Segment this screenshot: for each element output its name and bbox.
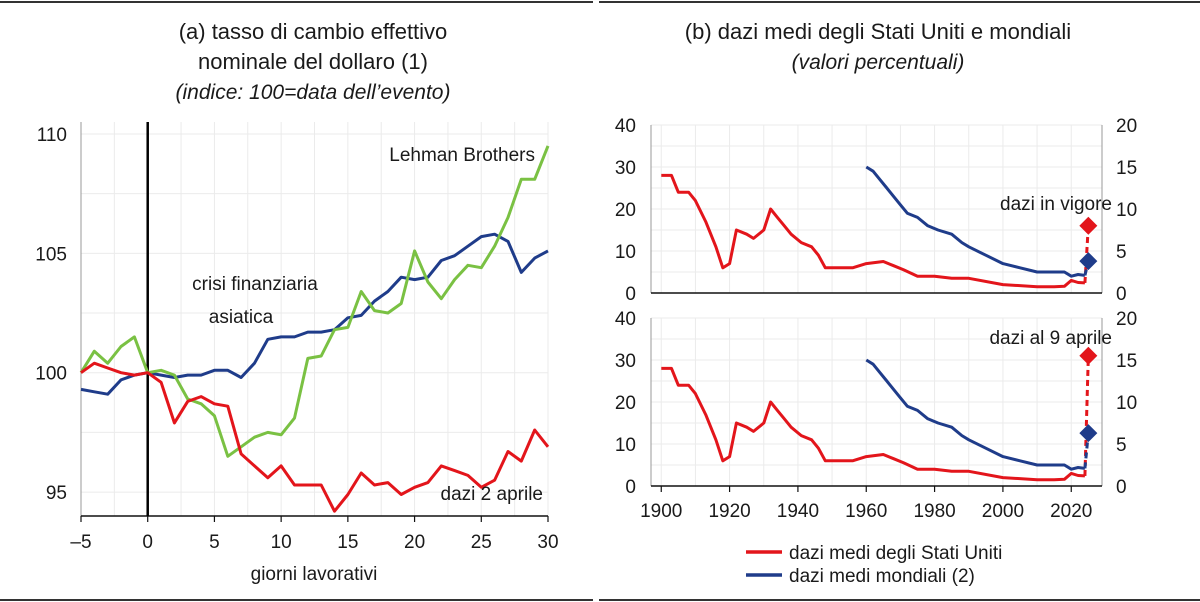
- y-tick-label-left: 30: [615, 158, 636, 179]
- panel-a-title-line2: nominale del dollaro (1): [198, 49, 428, 74]
- series-line-red: [661, 366, 1085, 482]
- annotation-asian-crisis-line1: crisi finanziaria: [192, 274, 318, 295]
- y-tick-label-left: 40: [615, 309, 636, 330]
- marker-diamond-blue: [1079, 252, 1098, 271]
- x-tick-label: 1980: [913, 501, 955, 522]
- panel-b-subtitle: (valori percentuali): [792, 51, 965, 74]
- y-tick-label-left: 10: [615, 242, 636, 263]
- x-tick-label: 10: [271, 532, 292, 553]
- x-tick-label: 2020: [1050, 501, 1092, 522]
- y-tick-label-left: 20: [615, 393, 636, 414]
- x-tick-label: 1940: [777, 501, 819, 522]
- y-tick-label-right: 15: [1116, 351, 1137, 372]
- chart-b-bottom: 0 10 20 30 40 0 5 10 15 20 1900 1920 1940 1960 1980 200…: [615, 309, 1137, 522]
- panel-a-subtitle: (indice: 100=data dell’evento): [176, 81, 451, 104]
- x-tick-label: 0: [142, 532, 153, 553]
- annotation-lehman: Lehman Brothers: [389, 145, 535, 166]
- y-tick-label-left: 0: [625, 477, 636, 498]
- y-tick-label-right: 20: [1116, 116, 1137, 137]
- y-tick-label-right: 0: [1116, 284, 1127, 305]
- panel-a-title-line1: (a) tasso di cambio effettivo: [179, 19, 448, 44]
- y-tick-label-right: 0: [1116, 477, 1127, 498]
- x-tick-label: 2000: [982, 501, 1024, 522]
- y-tick-label-right: 20: [1116, 309, 1137, 330]
- x-tick-label: 1900: [640, 501, 682, 522]
- y-tick-label: 100: [35, 364, 67, 385]
- chart-b-bottom-label: dazi al 9 aprile: [989, 328, 1112, 349]
- y-tick-label-right: 10: [1116, 393, 1137, 414]
- series-line-blue: [80, 232, 549, 396]
- series-line-red: [80, 361, 550, 513]
- y-tick-label: 110: [37, 125, 67, 146]
- annotation-asian-crisis-line2: asiatica: [209, 307, 274, 328]
- y-tick-label-right: 10: [1116, 200, 1137, 221]
- x-tick-label: 1960: [845, 501, 887, 522]
- panel-b-title: (b) dazi medi degli Stati Uniti e mondia…: [685, 19, 1071, 44]
- series-line-green: [79, 145, 550, 458]
- chart-a: –5 0 5 10 15 20 25 30 95 100 105 110: [35, 122, 559, 553]
- y-tick-label-left: 40: [615, 116, 636, 137]
- y-tick-label-left: 10: [615, 435, 636, 456]
- x-tick-label: 5: [209, 532, 220, 553]
- y-tick-label-left: 30: [615, 351, 636, 372]
- x-tick-label: 25: [471, 532, 492, 553]
- x-tick-label: 1920: [708, 501, 750, 522]
- legend: dazi medi degli Stati Uniti dazi medi mo…: [746, 543, 1002, 587]
- marker-connector-blue: [1083, 432, 1090, 469]
- marker-diamond-blue: [1079, 424, 1098, 443]
- x-tick-label: 20: [404, 532, 425, 553]
- x-tick-label: 15: [337, 532, 358, 553]
- chart-b-top: 0 10 20 30 40 0 5 10 15 20: [615, 116, 1137, 305]
- series-line-blue: [865, 165, 1086, 278]
- legend-label-us: dazi medi degli Stati Uniti: [789, 543, 1002, 564]
- series-line-blue: [865, 358, 1086, 471]
- x-tick-label: –5: [70, 532, 91, 553]
- x-tick-label: 30: [537, 532, 558, 553]
- y-tick-label-left: 20: [615, 200, 636, 221]
- series-line-red: [661, 173, 1085, 289]
- chart-a-xlabel: giorni lavorativi: [251, 564, 378, 585]
- marker-diamond-red: [1079, 346, 1098, 365]
- y-tick-label: 95: [46, 483, 67, 504]
- y-tick-label-right: 5: [1116, 435, 1127, 456]
- y-tick-label-left: 0: [625, 284, 636, 305]
- y-tick-label-right: 15: [1116, 158, 1137, 179]
- y-tick-label: 105: [35, 244, 67, 265]
- y-tick-label-right: 5: [1116, 242, 1127, 263]
- marker-diamond-red: [1079, 216, 1098, 235]
- annotation-dazi-2-aprile: dazi 2 aprile: [441, 484, 543, 505]
- chart-b-top-label: dazi in vigore: [1000, 194, 1112, 215]
- legend-label-world: dazi medi mondiali (2): [789, 566, 975, 587]
